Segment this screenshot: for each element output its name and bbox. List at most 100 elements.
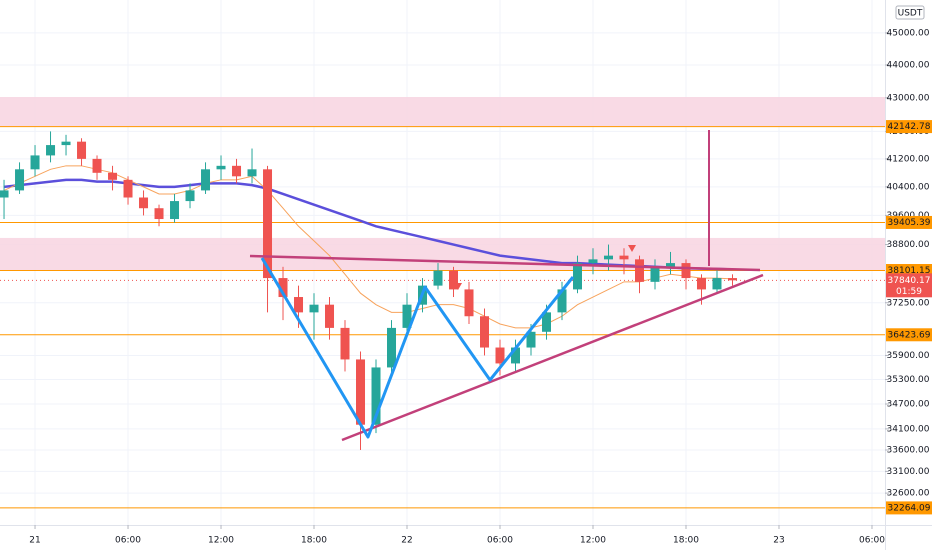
- candle-body: [46, 145, 56, 156]
- x-tick-label: 12:00: [580, 536, 606, 546]
- signal-marker: [454, 283, 462, 290]
- candle-body: [61, 141, 71, 146]
- y-tick-label: 45000.00: [887, 28, 930, 38]
- y-tick-label: 37250.00: [887, 298, 930, 308]
- candle-body: [557, 289, 567, 313]
- candle-body: [681, 263, 691, 279]
- triangle-bottom-line: [341, 273, 764, 442]
- y-tick-label: 33100.00: [887, 467, 930, 477]
- moving-average: [3, 165, 733, 329]
- x-tick-label: 06:00: [859, 536, 885, 546]
- level-label-box: [886, 501, 932, 515]
- candle-body: [247, 169, 257, 177]
- level-label: 39405.39: [888, 218, 931, 228]
- candle-body: [340, 327, 350, 360]
- x-tick-label: 21: [29, 536, 40, 546]
- zone: [0, 237, 885, 271]
- candle-body: [77, 141, 87, 159]
- candle-body: [309, 304, 319, 313]
- candle-body: [216, 165, 226, 170]
- candle-body: [526, 331, 536, 348]
- candle-body: [603, 255, 613, 260]
- level-label-box: [886, 215, 932, 229]
- candle-body: [15, 169, 25, 191]
- candle-body: [154, 208, 164, 220]
- candle-body: [263, 169, 273, 279]
- candle-body: [541, 312, 551, 332]
- level-label-box: [886, 328, 932, 342]
- candle-body: [185, 190, 195, 202]
- level-label: 38101.15: [888, 266, 931, 276]
- currency-box: [895, 5, 925, 20]
- x-tick-label: 12:00: [208, 536, 234, 546]
- candle-body: [696, 278, 706, 290]
- candle-body: [495, 347, 505, 364]
- candle-body: [92, 158, 102, 173]
- x-tick-label: 06:00: [115, 536, 141, 546]
- candle-body: [665, 263, 675, 267]
- level-label: 32264.09: [888, 503, 931, 513]
- level-label: 36423.69: [888, 330, 931, 340]
- candle-body: [123, 179, 133, 198]
- level-label: 42142.78: [888, 122, 931, 132]
- candle-body: [278, 278, 288, 298]
- x-tick-label: 18:00: [301, 536, 327, 546]
- zones: [0, 97, 885, 271]
- candle-body: [449, 270, 459, 290]
- y-tick-label: 40400.00: [887, 182, 930, 192]
- candle-body: [650, 266, 660, 282]
- drawings: [249, 130, 764, 442]
- candle-body: [170, 201, 180, 220]
- signal-marker: [628, 245, 636, 252]
- w-pattern: [260, 257, 575, 439]
- y-tick-label: 38800.00: [887, 240, 930, 250]
- x-tick-label: 18:00: [673, 536, 699, 546]
- last-price-label: 37840.17: [888, 276, 931, 286]
- candle-body: [402, 304, 412, 328]
- y-tick-label: 34700.00: [887, 399, 930, 409]
- candle-body: [634, 259, 644, 282]
- x-tick-label: 22: [401, 536, 412, 546]
- candle-body: [464, 289, 474, 317]
- candle-body: [108, 172, 118, 180]
- candle-body: [356, 359, 366, 425]
- candle-body: [511, 347, 521, 364]
- candle-body: [139, 197, 149, 209]
- x-tick-label: 23: [773, 536, 784, 546]
- candle-body: [588, 259, 598, 264]
- candle-body: [371, 367, 381, 425]
- candle-body: [572, 263, 582, 290]
- candle-body: [325, 304, 335, 328]
- y-tick-label: 32600.00: [887, 489, 930, 499]
- candle-body: [619, 255, 629, 260]
- y-tick-label: 44000.00: [887, 61, 930, 71]
- candle-body: [30, 155, 40, 170]
- y-tick-label: 43000.00: [887, 93, 930, 103]
- candle-body: [0, 190, 9, 198]
- candle-body: [201, 169, 211, 191]
- candle-body: [387, 327, 397, 368]
- countdown: 01:59: [896, 287, 922, 297]
- x-tick-label: 06:00: [487, 536, 513, 546]
- triangle-top-line: [249, 254, 761, 272]
- candle-body: [712, 278, 722, 290]
- candle-body: [232, 165, 242, 177]
- zone: [0, 97, 885, 127]
- y-tick-label: 39600.00: [887, 211, 930, 221]
- candle-body: [433, 270, 443, 286]
- candle-body: [294, 297, 304, 313]
- currency: USDT: [898, 9, 923, 19]
- candle-body: [727, 278, 737, 281]
- candles: [0, 131, 737, 450]
- level-label-box: [886, 120, 932, 134]
- y-tick-label: 33600.00: [887, 445, 930, 455]
- y-tick-label: 34100.00: [887, 424, 930, 434]
- y-tick-label: 41200.00: [887, 154, 930, 164]
- last-price-box: [886, 273, 932, 298]
- y-tick-label: 35900.00: [887, 351, 930, 361]
- candle-body: [480, 316, 490, 348]
- y-tick-label: 35300.00: [887, 375, 930, 385]
